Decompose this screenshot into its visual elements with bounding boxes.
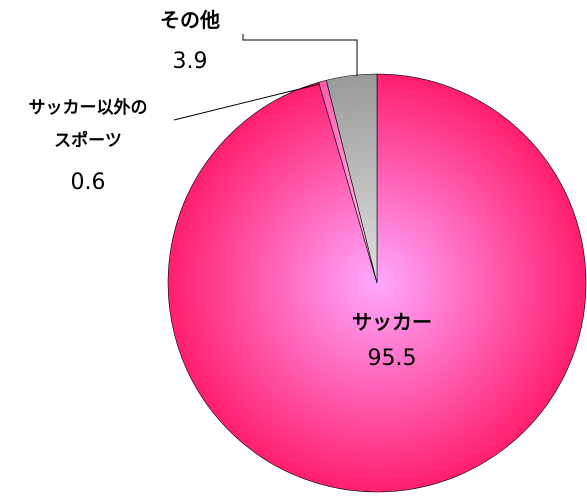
slice-label-other-sports-value: 0.6 [71, 170, 106, 195]
pie-slices [167, 73, 587, 493]
pie-slice-other [325, 73, 378, 284]
slice-label-other: その他 3.9 [160, 8, 220, 74]
slice-label-other-sports-name-1: サッカー以外の [29, 97, 148, 118]
slice-label-soccer-value: 95.5 [368, 346, 417, 371]
slice-label-other-sports: サッカー以外の スポーツ 0.6 [29, 97, 148, 195]
slice-label-soccer: サッカー 95.5 [352, 310, 432, 371]
leader-lines [173, 34, 358, 121]
leader-line-other [242, 34, 358, 76]
slice-label-other-value: 3.9 [173, 49, 208, 74]
slice-label-other-name: その他 [160, 8, 220, 32]
slice-label-other-sports-name-2: スポーツ [54, 130, 122, 151]
leader-line-other-sports [173, 83, 321, 121]
slice-label-soccer-name: サッカー [352, 310, 432, 334]
